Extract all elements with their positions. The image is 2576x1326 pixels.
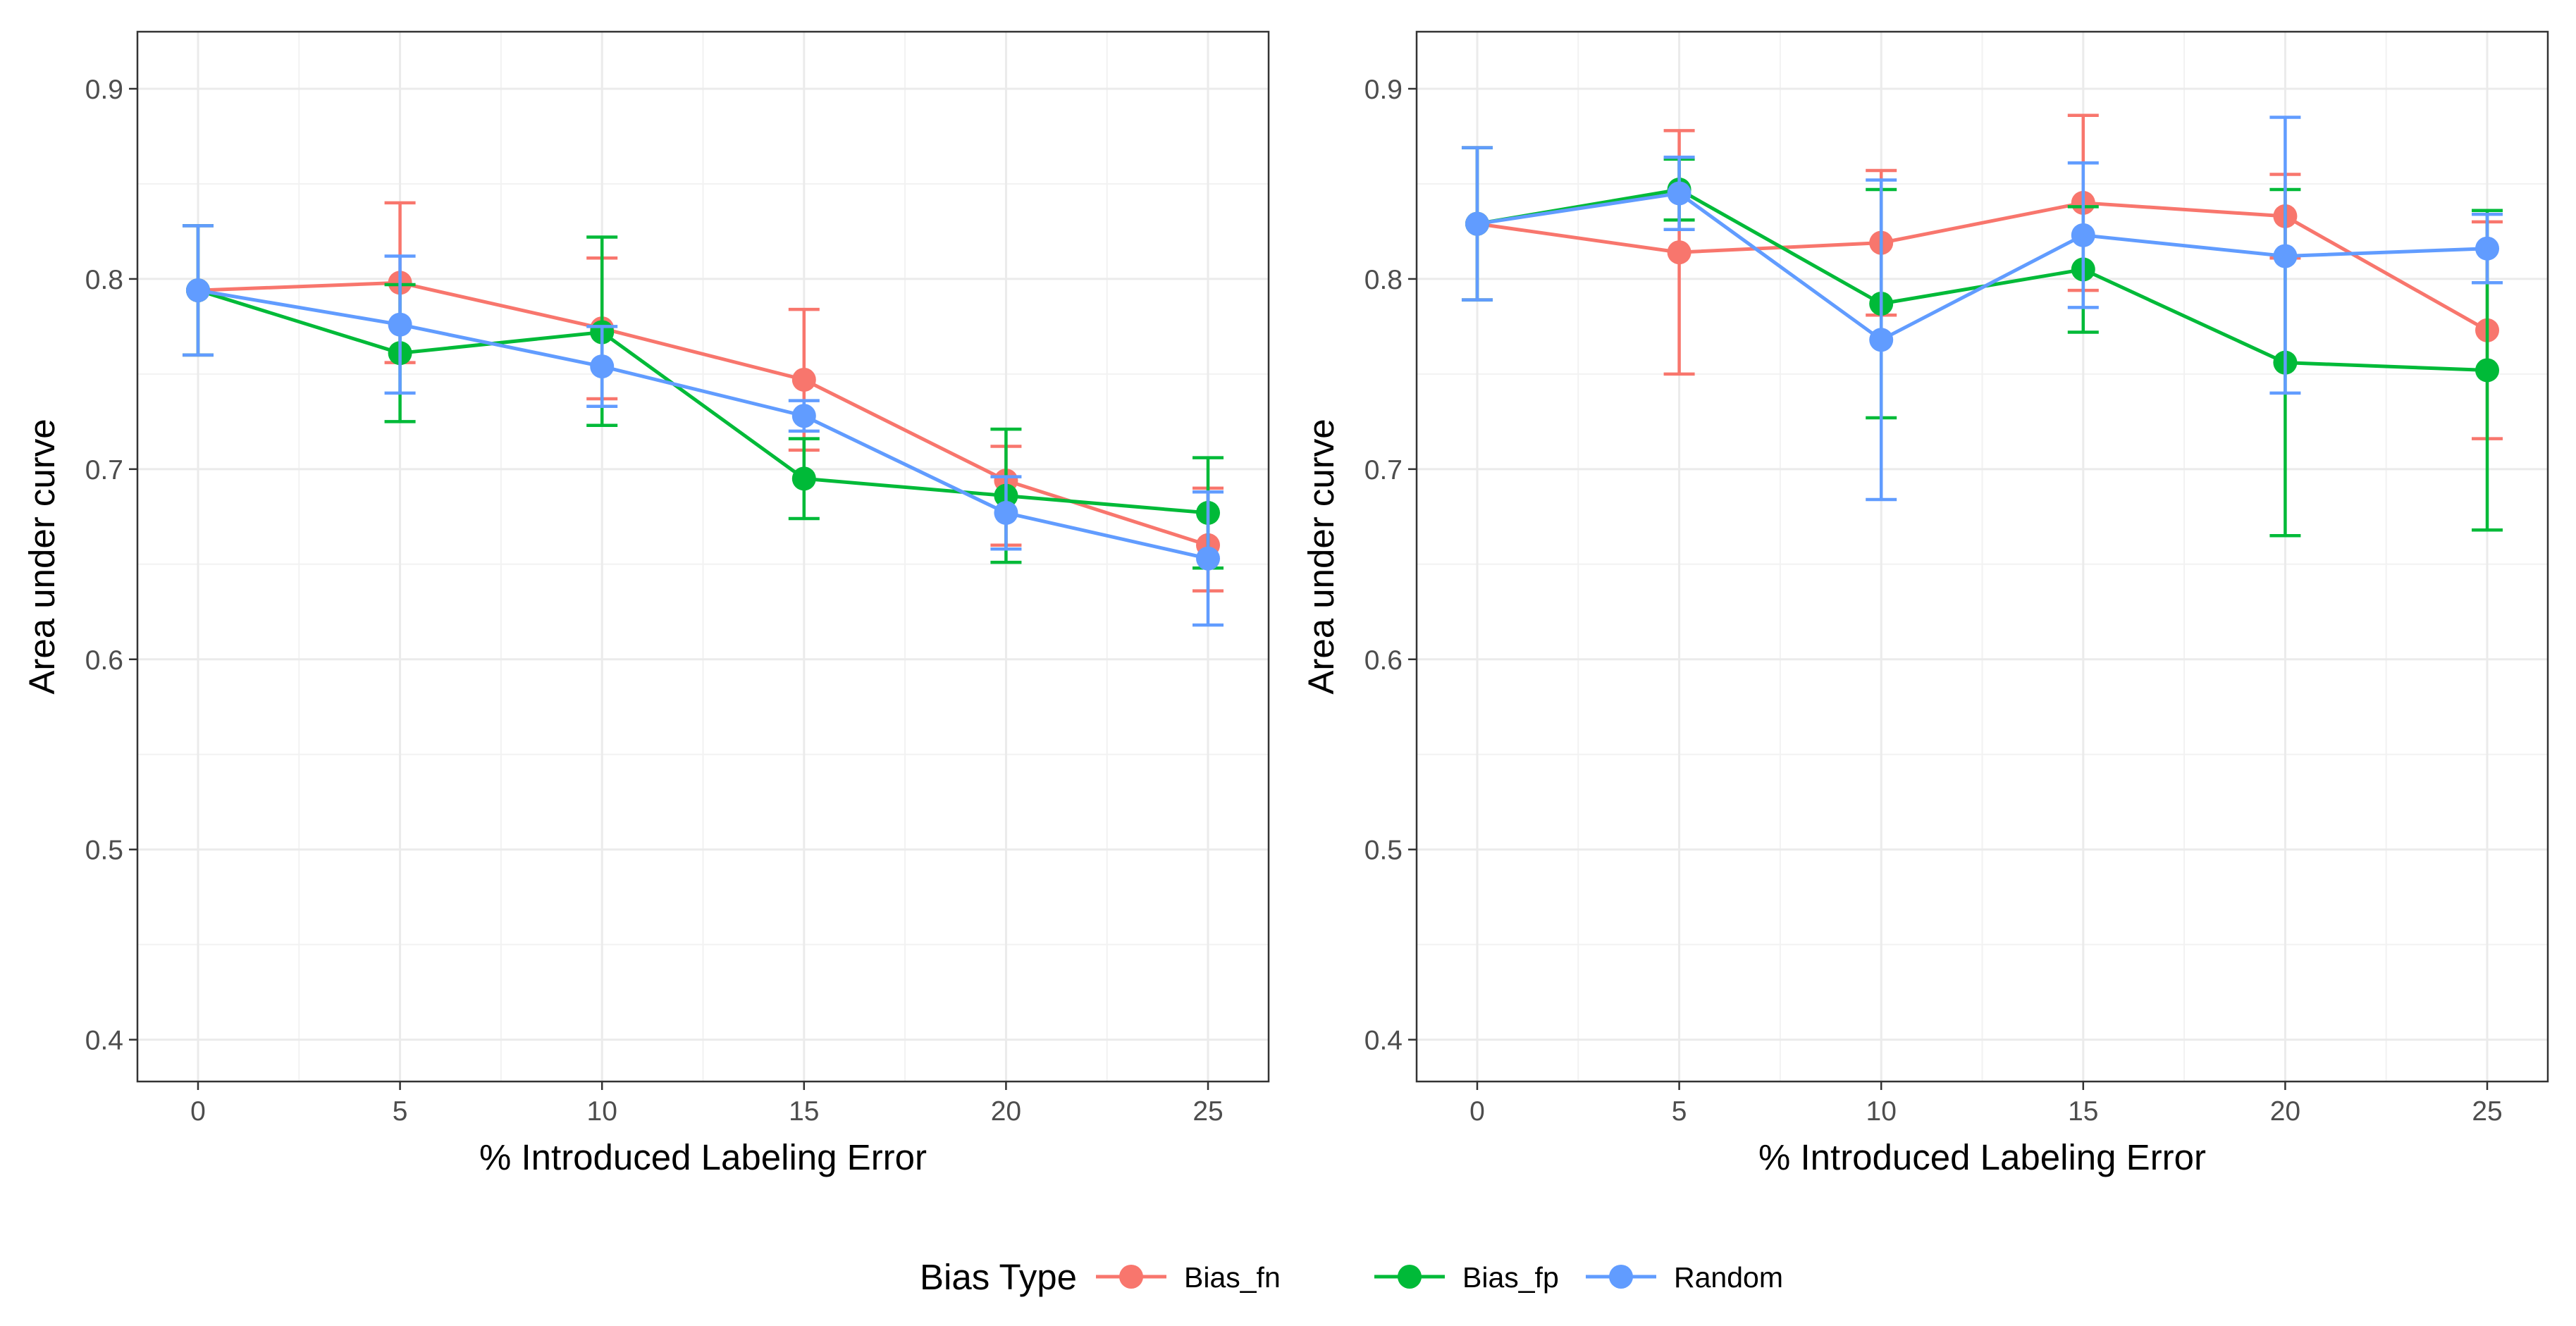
- data-point: [1869, 328, 1894, 352]
- data-point: [791, 367, 816, 392]
- series-line: [1477, 201, 2489, 332]
- data-point: [2071, 223, 2095, 247]
- x-axis-title: % Introduced Labeling Error: [479, 1137, 927, 1177]
- legend-key-point: [1609, 1265, 1633, 1289]
- axes: 0 5 10 15 20 25 0.4 0.5 0.6 0.7 0.8 0.9 % Introduced…: [22, 75, 1224, 1177]
- data-point: [1667, 181, 1691, 206]
- x-tick-label: 20: [2270, 1096, 2300, 1127]
- legend-title: Bias Type: [920, 1257, 1077, 1297]
- y-tick-label: 0.6: [1364, 645, 1403, 676]
- y-tick-label: 0.4: [85, 1026, 123, 1056]
- data-point: [185, 278, 210, 303]
- y-tick-label: 0.9: [1364, 75, 1403, 105]
- legend-key-point: [1398, 1265, 1422, 1289]
- gridlines: [137, 32, 1269, 1082]
- y-axis-title: Area under curve: [1301, 419, 1341, 694]
- legend-label: Random: [1674, 1261, 1783, 1294]
- data-point: [1465, 211, 1489, 236]
- panels: 0 5 10 15 20 25 0.4 0.5 0.6 0.7 0.8 0.9 % Introduced…: [22, 30, 2549, 1177]
- y-tick-label: 0.8: [85, 265, 123, 295]
- data-point: [590, 354, 615, 379]
- legend-entry-bias-fn: Bias_fn: [1096, 1261, 1281, 1294]
- data-point: [2475, 358, 2500, 383]
- legend-entries: Bias_fn Bias_fp Random: [1096, 1261, 1783, 1294]
- y-tick-label: 0.4: [1364, 1026, 1403, 1056]
- x-tick-label: 5: [393, 1096, 408, 1127]
- y-tick-label: 0.5: [1364, 836, 1403, 866]
- panel-border: [1415, 30, 2549, 1083]
- series-line: [197, 288, 1209, 515]
- data-point: [2273, 244, 2298, 268]
- y-tick-label: 0.6: [85, 645, 123, 676]
- y-axis-title: Area under curve: [22, 419, 62, 694]
- panel-1: 0 5 10 15 20 25 0.4 0.5 0.6 0.7 0.8 0.9 % Introduced…: [22, 30, 1270, 1177]
- y-tick-label: 0.8: [1364, 265, 1403, 295]
- series-random: [1461, 116, 2503, 502]
- legend-entry-random: Random: [1586, 1261, 1783, 1294]
- series-line: [197, 288, 1209, 561]
- x-axis-title: % Introduced Labeling Error: [1758, 1137, 2206, 1177]
- panel-border: [136, 30, 1270, 1083]
- data-point: [791, 466, 816, 491]
- legend-label: Bias_fp: [1462, 1261, 1559, 1294]
- x-tick-label: 0: [1469, 1096, 1485, 1127]
- series-random: [182, 224, 1224, 627]
- x-tick-label: 10: [587, 1096, 617, 1127]
- x-tick-label: 25: [2472, 1096, 2502, 1127]
- data-point: [388, 312, 412, 337]
- x-tick-label: 15: [789, 1096, 819, 1127]
- y-tick-label: 0.7: [85, 455, 123, 485]
- legend-key-point: [1119, 1265, 1143, 1289]
- y-tick-label: 0.5: [85, 836, 123, 866]
- legend-entry-bias-fp: Bias_fp: [1374, 1261, 1559, 1294]
- x-tick-label: 10: [1866, 1096, 1897, 1127]
- panel-2: 0 5 10 15 20 25 0.4 0.5 0.6 0.7 0.8 0.9 % Introduced…: [1301, 30, 2549, 1177]
- axes: 0 5 10 15 20 25 0.4 0.5 0.6 0.7 0.8 0.9 % Introduced…: [1301, 75, 2503, 1177]
- x-tick-label: 5: [1672, 1096, 1687, 1127]
- series-layer: [182, 201, 1224, 627]
- series-line: [1477, 191, 2488, 342]
- x-tick-label: 15: [2068, 1096, 2098, 1127]
- y-tick-label: 0.9: [85, 75, 123, 105]
- series-layer: [1461, 113, 2503, 538]
- x-tick-label: 0: [190, 1096, 206, 1127]
- x-tick-label: 25: [1193, 1096, 1223, 1127]
- data-point: [1667, 240, 1691, 265]
- data-point: [791, 404, 816, 428]
- data-point: [1196, 546, 1221, 571]
- legend-label: Bias_fn: [1184, 1261, 1281, 1294]
- legend: Bias Type Bias_fn Bias_fp Random: [920, 1257, 1783, 1297]
- data-point: [994, 500, 1018, 525]
- series-line: [197, 280, 1209, 547]
- x-tick-label: 20: [991, 1096, 1021, 1127]
- y-tick-label: 0.7: [1364, 455, 1403, 485]
- data-point: [2475, 236, 2500, 261]
